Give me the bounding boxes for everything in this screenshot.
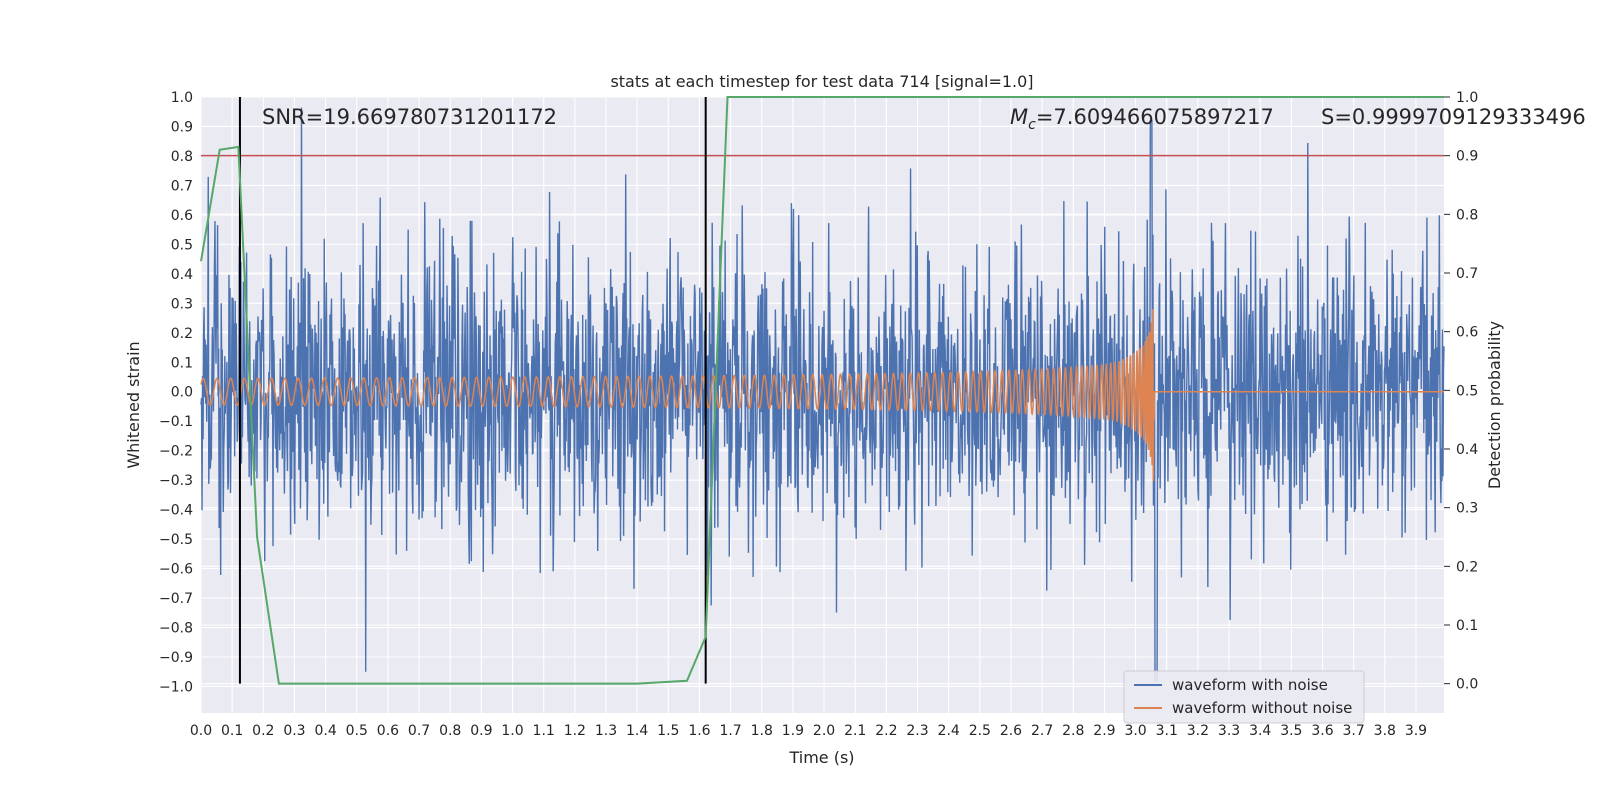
x-tick-label: 3.7 — [1343, 723, 1365, 739]
y-tick-label-right: 0.0 — [1456, 677, 1478, 693]
x-tick-label: 0.7 — [408, 723, 430, 739]
y-tick-label-left: 1.0 — [171, 90, 193, 106]
x-tick-label: 3.3 — [1218, 723, 1240, 739]
y-tick-label-left: −0.4 — [159, 503, 193, 519]
y-tick-label-left: 0.0 — [171, 385, 193, 401]
y-tick-label-left: −0.5 — [159, 532, 193, 548]
y-tick-label-right: 0.3 — [1456, 501, 1478, 517]
x-tick-label: 2.6 — [1000, 723, 1022, 739]
y-tick-label-left: −0.2 — [159, 444, 193, 460]
x-tick-label: 0.1 — [221, 723, 243, 739]
chart-title: stats at each timestep for test data 714… — [610, 72, 1033, 91]
y-tick-label-right: 0.1 — [1456, 618, 1478, 634]
y-tick-label-left: 0.4 — [171, 267, 193, 283]
series-line-noise — [200, 107, 1445, 682]
x-tick-label: 1.3 — [595, 723, 617, 739]
axes: 0.0 0.1 0.2 0.3 0.4 0.5 0.6 0.7 0.8 0.9 1.0 1.1 1.2 1… — [159, 90, 1478, 739]
x-tick-label: 0.3 — [283, 723, 305, 739]
y-tick-label-left: 0.2 — [171, 326, 193, 342]
y-axis-label-left: Whitened strain — [124, 341, 143, 468]
x-tick-label: 0.9 — [470, 723, 492, 739]
y-tick-label-left: 0.6 — [171, 208, 193, 224]
y-tick-label-left: −0.6 — [159, 562, 193, 578]
chirp-mass-symbol: M — [1010, 105, 1028, 129]
legend-box — [1123, 670, 1365, 724]
x-tick-label: 2.8 — [1062, 723, 1084, 739]
x-tick-label: 3.4 — [1249, 723, 1271, 739]
y-tick-label-left: 0.9 — [171, 119, 193, 135]
x-tick-label: 2.3 — [906, 723, 928, 739]
x-tick-label: 0.4 — [314, 723, 336, 739]
chirp-mass-value: =7.609466075897217 — [1036, 105, 1274, 129]
x-tick-label: 1.4 — [626, 723, 648, 739]
x-tick-label: 2.9 — [1093, 723, 1115, 739]
y-tick-label-left: −0.3 — [159, 473, 193, 489]
legend: waveform with noise waveform without noi… — [1123, 670, 1365, 724]
chirp-mass-subscript: c — [1028, 117, 1036, 133]
x-tick-label: 3.5 — [1280, 723, 1302, 739]
x-tick-label: 1.2 — [564, 723, 586, 739]
legend-label-noise: waveform with noise — [1172, 676, 1328, 694]
x-tick-label: 2.5 — [969, 723, 991, 739]
y-tick-label-left: −0.7 — [159, 591, 193, 607]
x-tick-label: 1.1 — [533, 723, 555, 739]
x-tick-label: 0.2 — [252, 723, 274, 739]
x-tick-label: 3.2 — [1187, 723, 1209, 739]
probability-series — [200, 96, 1444, 685]
x-tick-label: 2.2 — [875, 723, 897, 739]
x-tick-label: 3.6 — [1311, 723, 1333, 739]
y-tick-label-right: 0.6 — [1456, 325, 1478, 341]
y-tick-label-left: −1.0 — [159, 679, 193, 695]
y-tick-label-right: 0.5 — [1456, 383, 1478, 399]
y-tick-label-right: 1.0 — [1456, 90, 1478, 106]
x-tick-label: 1.7 — [719, 723, 741, 739]
x-tick-label: 1.5 — [657, 723, 679, 739]
y-tick-label-left: −0.9 — [159, 650, 193, 666]
y-tick-label-right: 0.9 — [1456, 149, 1478, 165]
x-tick-label: 0.5 — [346, 723, 368, 739]
y-tick-label-left: −0.1 — [159, 414, 193, 430]
x-tick-label: 2.0 — [813, 723, 835, 739]
noise-series — [200, 107, 1445, 682]
y-tick-label-right: 0.4 — [1456, 442, 1478, 458]
x-tick-label: 3.1 — [1156, 723, 1178, 739]
series-line-clean — [200, 309, 1444, 482]
x-tick-label: 1.6 — [688, 723, 710, 739]
y-tick-label-left: 0.7 — [171, 178, 193, 194]
x-axis-label: Time (s) — [788, 748, 854, 767]
snr-annotation: SNR=19.669780731201172 — [262, 105, 557, 129]
y-tick-label-left: 0.3 — [171, 296, 193, 312]
x-tick-label: 2.4 — [938, 723, 960, 739]
x-tick-label: 0.0 — [190, 723, 212, 739]
x-tick-label: 1.8 — [751, 723, 773, 739]
score-annotation: S=0.9999709129333496 — [1321, 105, 1586, 129]
y-tick-label-right: 0.2 — [1456, 559, 1478, 575]
x-tick-label: 3.0 — [1124, 723, 1146, 739]
chirp-mass-annotation: Mc=7.609466075897217 — [1010, 105, 1274, 133]
chirp-series — [200, 309, 1444, 482]
y-tick-label-left: 0.8 — [171, 149, 193, 165]
legend-label-clean: waveform without noise — [1172, 699, 1352, 717]
x-tick-label: 1.9 — [782, 723, 804, 739]
x-tick-label: 1.0 — [501, 723, 523, 739]
y-tick-label-left: 0.5 — [171, 237, 193, 253]
x-tick-label: 3.8 — [1374, 723, 1396, 739]
y-tick-label-left: −0.8 — [159, 621, 193, 637]
series-line-probability — [200, 96, 1444, 685]
x-tick-label: 2.7 — [1031, 723, 1053, 739]
y-tick-label-right: 0.8 — [1456, 207, 1478, 223]
y-tick-label-right: 0.7 — [1456, 266, 1478, 282]
x-tick-label: 0.8 — [439, 723, 461, 739]
x-tick-label: 0.6 — [377, 723, 399, 739]
y-tick-label-left: 0.1 — [171, 355, 193, 371]
x-tick-label: 2.1 — [844, 723, 866, 739]
y-axis-label-right: Detection probability — [1485, 321, 1504, 489]
x-tick-label: 3.9 — [1405, 723, 1427, 739]
